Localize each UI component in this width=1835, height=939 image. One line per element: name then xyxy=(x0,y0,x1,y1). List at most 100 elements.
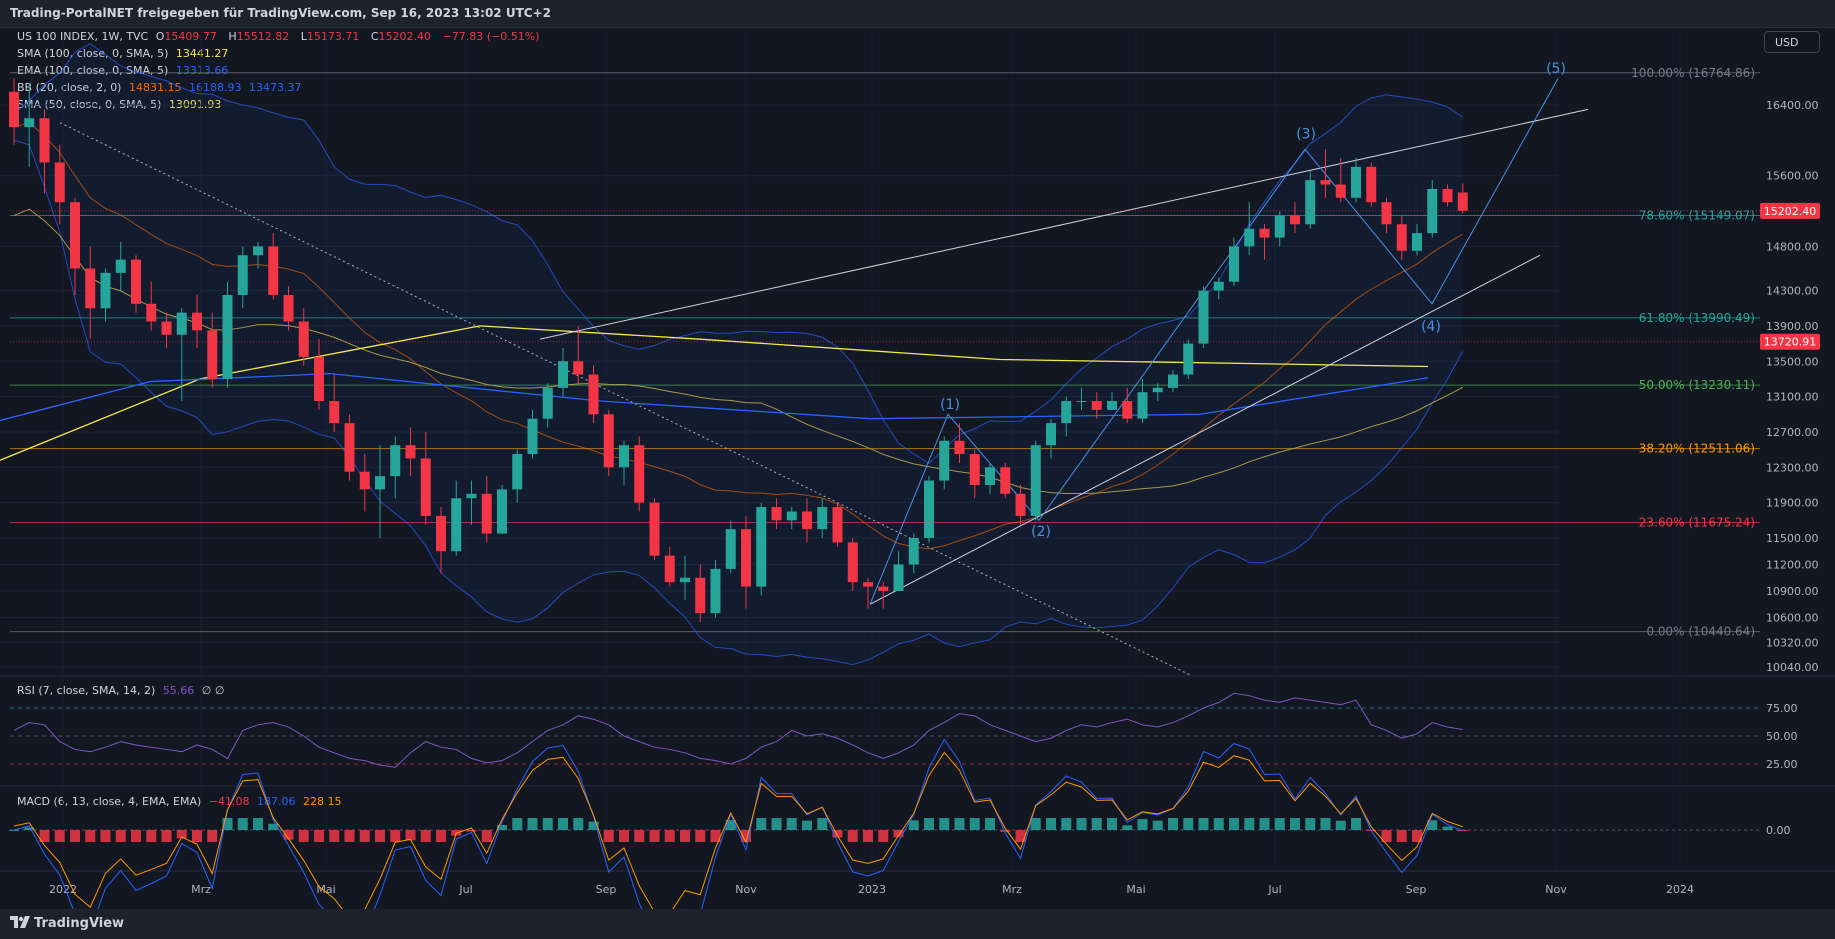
macd-histogram-bar xyxy=(344,830,355,842)
candle-body xyxy=(985,467,995,485)
candle-body xyxy=(1412,233,1422,251)
candle-body xyxy=(161,321,172,335)
macd-histogram-bar xyxy=(558,818,568,830)
macd-histogram-bar xyxy=(786,818,797,830)
bollinger-lower-line xyxy=(13,139,1464,666)
candle-body xyxy=(1259,228,1270,238)
candle-body xyxy=(115,259,126,273)
legend-rsi-row[interactable]: RSI (7, close, SMA, 14, 2) 55.66 ∅ ∅ xyxy=(17,684,228,697)
candle-body xyxy=(1229,246,1239,282)
candle-body xyxy=(24,118,35,128)
wave-label-2: (2) xyxy=(1031,524,1051,540)
macd-histogram-bar xyxy=(1061,818,1072,830)
macd-histogram-bar xyxy=(314,830,324,842)
macd-histogram-bar xyxy=(741,830,751,842)
legend-ema100-label: EMA (100, close, 0, SMA, 5) xyxy=(17,64,169,77)
macd-histogram-bar xyxy=(497,825,507,830)
candle-body xyxy=(1290,215,1300,225)
candle-body xyxy=(939,440,950,481)
tradingview-logo[interactable]: TradingView xyxy=(10,916,124,931)
candle-body xyxy=(695,577,706,614)
candle-body xyxy=(741,529,751,587)
y-tick-label: 11900.00 xyxy=(1766,497,1819,510)
candle-body xyxy=(1320,180,1331,185)
candle-body xyxy=(390,445,401,477)
y-tick-label: 10320.00 xyxy=(1766,636,1819,649)
macd-histogram-bar xyxy=(695,830,706,842)
macd-histogram-bar xyxy=(1015,830,1026,842)
y-tick-label: 14800.00 xyxy=(1766,240,1819,253)
candle-body xyxy=(344,423,355,472)
candle-body xyxy=(878,586,889,592)
macd-histogram-bar xyxy=(832,830,843,838)
macd-histogram-bar xyxy=(405,830,416,841)
rsi-line xyxy=(13,692,1463,768)
legend-low: L15173.71 xyxy=(300,30,360,43)
rsi-tick-label: 75.00 xyxy=(1766,702,1798,715)
candle-body xyxy=(588,374,599,415)
candle-body xyxy=(481,493,492,534)
macd-histogram-bar xyxy=(1259,818,1270,830)
macd-histogram-bar xyxy=(115,830,126,842)
macd-tick-label: 0.00 xyxy=(1766,824,1791,837)
macd-line xyxy=(13,738,1463,909)
legend-bb-row[interactable]: BB (20, close, 2, 0) 14831.15 16188.93 1… xyxy=(17,81,305,94)
currency-button[interactable]: USD xyxy=(1764,31,1820,53)
candle-body xyxy=(1457,192,1468,211)
candle-body xyxy=(542,387,553,419)
macd-histogram-bar xyxy=(710,830,721,842)
candle-body xyxy=(54,162,65,203)
candle-body xyxy=(375,476,385,490)
macd-histogram-bar xyxy=(802,820,812,830)
bollinger-upper-line xyxy=(13,43,1464,465)
macd-histogram-bar xyxy=(1274,818,1285,830)
price-chart[interactable]: 16400.00 15600.00 14800.00 14300.00 13900.00… xyxy=(0,27,1835,909)
candle-body xyxy=(1274,215,1285,238)
macd-histogram-bar xyxy=(924,818,934,830)
candle-body xyxy=(1046,423,1056,446)
macd-histogram-bar xyxy=(893,830,904,838)
candle-body xyxy=(192,312,202,331)
candle-body xyxy=(314,356,324,402)
macd-histogram-bar xyxy=(466,830,477,832)
macd-histogram-bar xyxy=(100,830,111,842)
candle-body xyxy=(1015,493,1026,516)
macd-histogram-bar xyxy=(9,830,19,831)
legend-sma100-row[interactable]: SMA (100, close, 0, SMA, 5) 13441.27 xyxy=(17,47,232,60)
macd-histogram-bar xyxy=(1290,818,1300,830)
lower-trendline xyxy=(869,254,1541,605)
candle-body xyxy=(664,555,675,583)
candle-body xyxy=(893,564,904,592)
x-tick-label: 2023 xyxy=(858,883,886,896)
legend-sma100-label: SMA (100, close, 0, SMA, 5) xyxy=(17,47,169,60)
macd-histogram-bar xyxy=(1030,818,1041,830)
candle-body xyxy=(954,440,965,455)
candle-body xyxy=(802,511,812,530)
candle-body xyxy=(1030,445,1041,516)
candle-body xyxy=(1366,166,1377,203)
ema100-line xyxy=(0,372,1429,422)
candle-body xyxy=(786,511,797,521)
x-tick-label: Mrz xyxy=(191,883,211,896)
macd-histogram-bar xyxy=(649,830,660,842)
candle-body xyxy=(146,303,157,322)
macd-histogram-bar xyxy=(146,830,157,842)
candle-body xyxy=(969,454,980,485)
candle-body xyxy=(39,118,50,163)
macd-histogram-bar xyxy=(329,830,340,842)
legend-ema100-row[interactable]: EMA (100, close, 0, SMA, 5) 13313.66 xyxy=(17,64,232,77)
legend-symbol[interactable]: US 100 INDEX, 1W, TVC xyxy=(17,30,149,43)
macd-histogram-bar xyxy=(985,818,995,830)
macd-histogram-bar xyxy=(954,818,965,830)
macd-histogram-bar xyxy=(207,830,218,842)
candle-body xyxy=(359,471,370,490)
candle-body xyxy=(558,361,568,388)
y-tick-label: 13500.00 xyxy=(1766,355,1819,368)
macd-histogram-bar xyxy=(573,818,584,830)
candle-body xyxy=(1183,343,1194,375)
header-title: Trading-PortalNET freigegeben für Tradin… xyxy=(10,6,551,20)
macd-histogram-bar xyxy=(603,830,614,842)
macd-histogram-bar xyxy=(1107,818,1117,830)
x-tick-label: Sep xyxy=(1406,883,1427,896)
candle-body xyxy=(649,502,660,556)
